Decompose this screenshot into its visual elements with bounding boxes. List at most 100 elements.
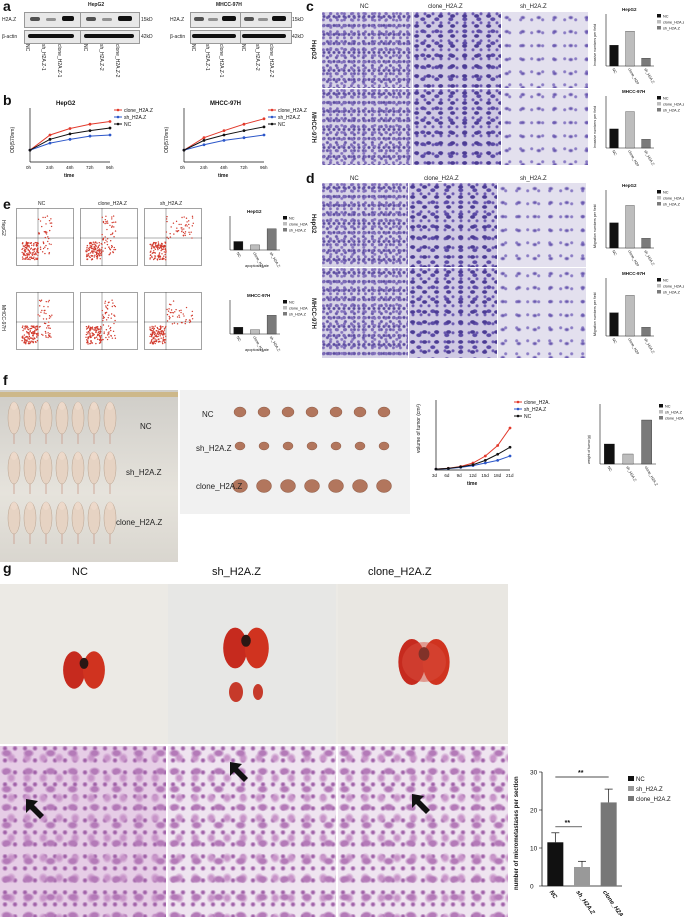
event-dot: [172, 222, 175, 224]
legend-entry: sh_H2A.Z: [663, 203, 681, 207]
event-dot: [108, 253, 110, 256]
flow-plot: [80, 292, 138, 350]
bar: [600, 802, 617, 886]
event-dot: [98, 244, 101, 246]
event-dot: [31, 325, 34, 327]
bar: [547, 842, 564, 886]
event-dot: [37, 333, 39, 336]
event-dot: [99, 340, 102, 342]
event-dot: [37, 251, 40, 254]
data-point: [483, 458, 487, 462]
event-dot: [30, 256, 32, 258]
event-dot: [28, 332, 30, 334]
event-dot: [99, 325, 102, 328]
x-tick-label: 48h: [220, 165, 228, 170]
blot-kd-label: 42kD: [292, 34, 304, 40]
event-dot: [47, 240, 49, 243]
event-dot: [99, 341, 102, 344]
event-dot: [50, 243, 52, 246]
mouse-head: [43, 402, 49, 410]
data-point: [434, 467, 438, 471]
event-dot: [191, 225, 194, 227]
event-dot: [26, 255, 29, 257]
event-dot: [157, 255, 159, 257]
event-dot: [48, 315, 51, 317]
event-dot: [100, 328, 102, 330]
legend-swatch: [657, 14, 661, 18]
migration-image: [409, 183, 497, 267]
data-point: [108, 120, 112, 123]
event-dot: [102, 239, 104, 241]
event-dot: [158, 331, 160, 334]
event-dot: [158, 333, 161, 335]
legend-entry: NC: [665, 405, 671, 409]
he-section: [0, 746, 166, 917]
bar: [625, 295, 635, 337]
blot-lane-label: NC: [190, 44, 196, 52]
event-dot: [151, 338, 153, 341]
event-dot: [184, 322, 186, 325]
event-dot: [21, 258, 24, 260]
event-dot: [94, 254, 96, 257]
event-dot: [86, 255, 89, 257]
data-point: [262, 117, 266, 121]
event-dot: [184, 320, 187, 323]
x-tick-label: 3d: [432, 473, 438, 478]
event-dot: [188, 319, 191, 321]
event-dot: [161, 248, 164, 251]
event-dot: [102, 324, 105, 326]
event-dot: [153, 241, 155, 244]
event-dot: [98, 342, 101, 344]
event-dot: [42, 241, 45, 243]
event-dot: [96, 325, 99, 328]
event-dot: [163, 244, 166, 247]
event-dot: [94, 241, 97, 243]
event-dot: [44, 309, 46, 312]
event-dot: [181, 230, 183, 233]
event-dot: [27, 331, 29, 334]
event-dot: [26, 242, 28, 244]
event-dot: [104, 236, 106, 238]
event-dot: [151, 325, 153, 328]
tumor: [281, 406, 295, 418]
event-dot: [92, 252, 94, 254]
event-dot: [88, 247, 90, 249]
legend-entry: clone_H2A.Z: [289, 223, 308, 227]
event-dot: [149, 326, 151, 328]
event-dot: [32, 257, 35, 260]
legend-entry: sh_H2A.Z: [665, 411, 683, 415]
data-point: [242, 136, 246, 140]
event-dot: [89, 246, 91, 249]
event-dot: [104, 311, 107, 314]
panel-label-b: b: [3, 92, 12, 108]
event-dot: [51, 314, 53, 316]
event-dot: [98, 338, 101, 341]
x-tick-label: 0h: [180, 165, 186, 170]
legend-marker: [516, 400, 520, 404]
legend-swatch: [657, 20, 661, 24]
flow-plot: [16, 292, 74, 350]
event-dot: [21, 339, 23, 342]
event-dot: [86, 253, 88, 256]
growth-chart-mhcc97h: MHCC-97H 0h 24h 48h 72h 96h time OD(570nm) clone…: [164, 101, 307, 178]
data-point: [471, 463, 475, 467]
x-axis-label: time: [467, 481, 478, 486]
event-dot: [106, 334, 109, 336]
he-section: [168, 746, 336, 917]
blot-row-label: β-actin: [170, 34, 186, 40]
event-dot: [21, 251, 23, 254]
plot-frame: [144, 292, 202, 350]
event-dot: [111, 221, 113, 224]
event-dot: [157, 330, 159, 332]
event-dot: [40, 311, 42, 313]
event-dot: [49, 316, 52, 318]
legend-entry: NC: [663, 191, 669, 195]
data-point: [222, 133, 226, 137]
data-point: [483, 454, 487, 458]
event-dot: [26, 256, 29, 259]
event-dot: [37, 332, 39, 334]
event-dot: [160, 244, 162, 246]
event-dot: [28, 338, 31, 340]
event-dot: [181, 227, 183, 229]
